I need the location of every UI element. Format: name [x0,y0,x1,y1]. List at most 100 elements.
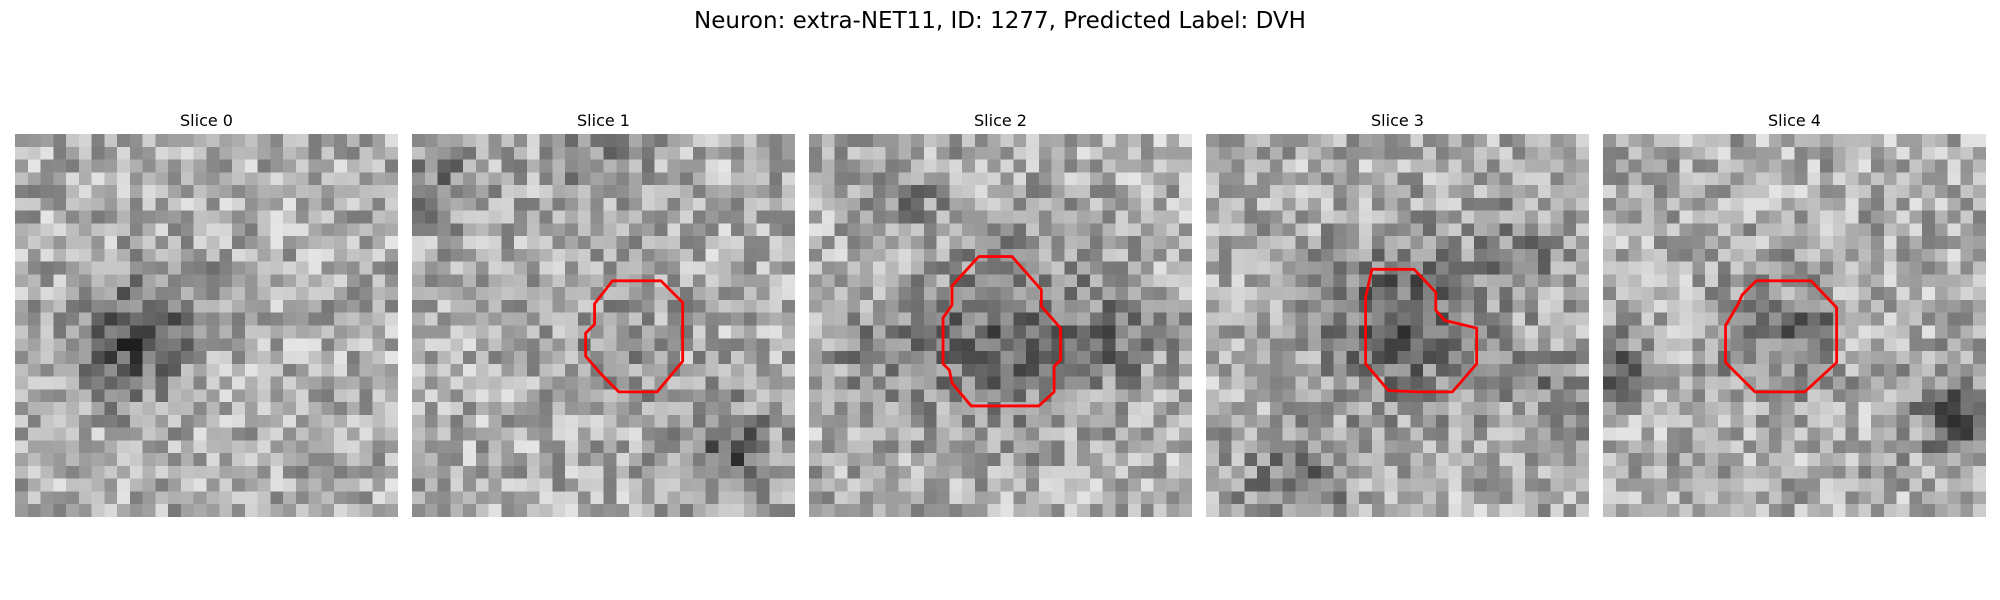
pixel [308,274,322,288]
pixel [219,389,233,403]
pixel [40,389,54,403]
pixel [308,134,322,148]
pixel [1179,312,1192,326]
pixel [78,185,92,199]
pixel [1206,376,1220,390]
pixel [885,440,899,454]
pixel [27,465,41,479]
pixel [359,414,373,428]
pixel [1576,236,1589,250]
pixel [654,402,668,416]
pixel [1128,325,1142,339]
pixel [1717,185,1731,199]
pixel [1064,465,1078,479]
pixel [731,440,745,454]
pixel [1499,478,1513,492]
pixel [1576,376,1589,390]
pixel [1166,402,1180,416]
pixel [1359,504,1373,517]
pixel [1525,338,1539,352]
pixel [552,261,566,275]
pixel [1359,491,1373,505]
pixel [15,440,29,454]
pixel [142,312,156,326]
pixel [629,236,643,250]
pixel [1807,287,1821,301]
pixel [219,402,233,416]
pixel [1410,197,1424,211]
pixel [1206,351,1220,365]
pixel [974,236,988,250]
pixel [1666,402,1680,416]
pixel [680,159,694,173]
pixel [641,491,655,505]
pixel [1871,236,1885,250]
pixel [616,414,630,428]
pixel [590,185,604,199]
pixel [129,414,143,428]
pixel [590,261,604,275]
pixel [1794,427,1808,441]
pixel [885,363,899,377]
pixel [244,440,258,454]
pixel [1102,465,1116,479]
pixel [1486,197,1500,211]
pixel [1474,185,1488,199]
pixel [91,185,105,199]
pixel [1461,312,1475,326]
pixel [1206,299,1220,313]
pixel [718,236,732,250]
pixel [437,274,451,288]
pixel [987,134,1001,148]
pixel [1128,134,1142,148]
pixel [1820,287,1834,301]
pixel [552,440,566,454]
pixel [129,491,143,505]
pixel [1308,248,1322,262]
pixel [821,210,835,224]
pixel [809,376,823,390]
pixel [359,402,373,416]
pixel [450,197,464,211]
pixel [104,504,118,517]
pixel [911,453,925,467]
pixel [1397,159,1411,173]
pixel [206,427,220,441]
pixel [1102,312,1116,326]
pixel [539,274,553,288]
pixel [1051,504,1065,517]
pixel [257,223,271,237]
pixel [129,453,143,467]
pixel [1550,427,1564,441]
pixel [1435,478,1449,492]
pixel [1333,134,1347,148]
pixel [193,389,207,403]
pixel [1781,248,1795,262]
pixel [257,338,271,352]
pixel [616,146,630,160]
pixel [450,312,464,326]
pixel [53,504,67,517]
pixel [603,287,617,301]
pixel [412,248,426,262]
pixel [782,363,795,377]
pixel [603,299,617,313]
pixel [1218,146,1232,160]
pixel [346,261,360,275]
pixel [616,338,630,352]
pixel [1820,134,1834,148]
pixel [539,236,553,250]
pixel [1013,427,1027,441]
pixel [667,312,681,326]
pixel [1525,236,1539,250]
pixel [526,440,540,454]
pixel [1077,389,1091,403]
pixel [1128,338,1142,352]
pixel [1512,287,1526,301]
pixel [1115,414,1129,428]
pixel [949,453,963,467]
pixel [283,402,297,416]
pixel [1115,236,1129,250]
pixel [232,197,246,211]
pixel [488,414,502,428]
